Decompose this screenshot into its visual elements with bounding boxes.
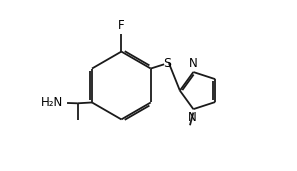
Text: N: N <box>189 57 198 70</box>
Text: N: N <box>188 111 197 124</box>
Text: S: S <box>163 57 171 70</box>
Text: H₂N: H₂N <box>41 96 63 109</box>
Text: F: F <box>118 19 125 32</box>
